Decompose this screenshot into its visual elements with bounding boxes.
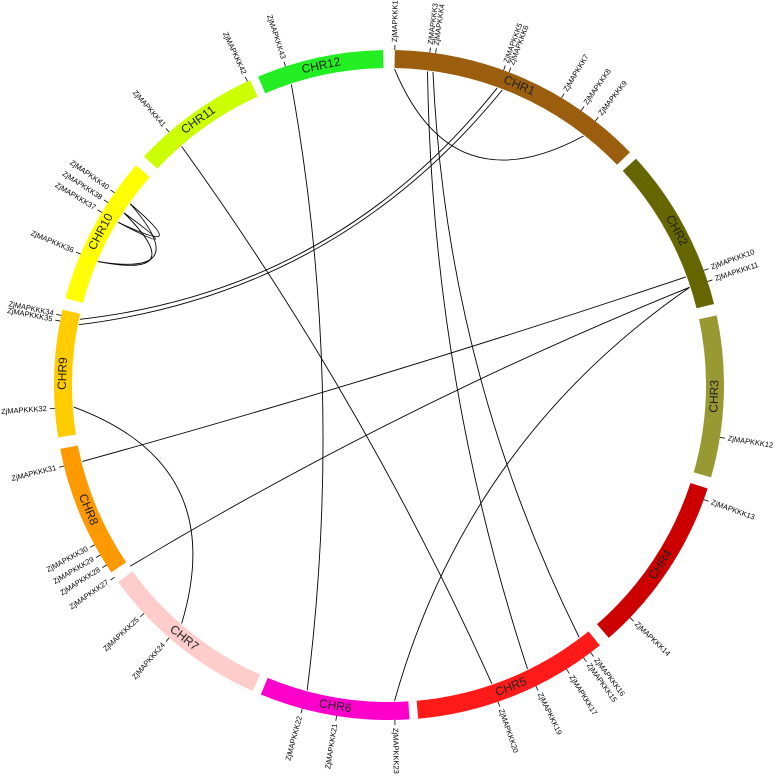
link [79, 87, 498, 320]
chromosome-arc [65, 165, 150, 303]
chromosome-arc [54, 309, 81, 438]
gene-tick [707, 279, 713, 282]
gene-tick [300, 708, 303, 714]
gene-tick [110, 189, 115, 194]
gene-tick [140, 613, 145, 618]
link [394, 286, 690, 702]
gene-tick [90, 544, 95, 548]
gene-label: ZjMAPKKK1 [390, 0, 400, 42]
link [432, 72, 580, 638]
link [73, 406, 194, 624]
gene-tick [429, 47, 431, 53]
links [73, 68, 690, 702]
gene-tick [103, 199, 109, 203]
gene-label: ZjMAPKKK14 [633, 620, 672, 658]
chromosome-arc [60, 445, 127, 573]
link [117, 203, 160, 237]
gene-tick [508, 67, 512, 73]
chromosome-label: CHR9 [55, 357, 70, 390]
chromosome-arc [143, 80, 258, 169]
chromosome-label: CHR3 [706, 379, 721, 412]
chromosome-arc [416, 631, 600, 719]
chromosome-arc [596, 482, 708, 638]
link [98, 203, 157, 265]
link [117, 212, 156, 240]
gene-label: ZjMAPKKK20 [497, 708, 520, 754]
gene-tick [55, 319, 61, 322]
gene-label: ZjMAPKKK19 [536, 691, 564, 736]
chromosome-label: CHR6 [318, 696, 353, 715]
gene-tick [561, 93, 565, 99]
gene-label: ZjMAPKKK24 [130, 641, 167, 682]
gene-tick [56, 313, 62, 316]
gene-tick [244, 76, 248, 82]
gene-label: ZjMAPKKK21 [323, 723, 339, 770]
gene-tick [583, 657, 587, 663]
gene-tick [719, 437, 725, 439]
gene-tick [59, 465, 65, 468]
link [129, 286, 690, 567]
gene-label: ZjMAPKKK12 [727, 434, 774, 450]
chromosome-arc [394, 50, 630, 165]
gene-label: ZjMAPKKK42 [221, 30, 249, 75]
gene-tick [703, 268, 709, 271]
gene-label: ZjMAPKKK22 [284, 715, 305, 762]
chromosome-arc [622, 158, 715, 309]
gene-tick [590, 652, 594, 657]
gene-label: ZjMAPKKK36 [29, 228, 75, 254]
gene-tick [703, 499, 709, 502]
gene-tick [110, 576, 115, 581]
gene-tick [435, 48, 437, 54]
link [290, 84, 324, 691]
gene-tick [580, 106, 585, 111]
gene-tick [497, 701, 501, 707]
gene-label: ZjMAPKKK41 [131, 88, 168, 129]
gene-tick [283, 61, 286, 67]
link [394, 68, 584, 161]
gene-tick [335, 715, 337, 721]
link [82, 276, 687, 462]
chromosome-arc [260, 677, 410, 721]
gene-tick [535, 685, 539, 691]
gene-tick [75, 251, 81, 255]
gene-tick [566, 668, 570, 674]
gene-label: ZjMAPKKK32 [1, 404, 47, 416]
chromosome-arc [258, 50, 384, 94]
gene-tick [594, 116, 599, 122]
gene-tick [503, 65, 506, 71]
gene-label: ZjMAPKKK23 [391, 728, 401, 774]
link [427, 71, 528, 670]
gene-tick [165, 128, 170, 133]
gene-tick [629, 617, 634, 622]
gene-tick [97, 209, 103, 213]
gene-tick [165, 637, 170, 642]
link [98, 212, 153, 266]
chromosome-arc [117, 571, 261, 692]
gene-tick [95, 554, 101, 558]
chromosome-arc [693, 315, 724, 478]
gene-tick [102, 564, 107, 569]
gene-label: ZjMAPKKK25 [101, 615, 141, 653]
gene-label: ZjMAPKKK43 [265, 14, 288, 60]
link [78, 89, 503, 326]
link [181, 146, 493, 684]
gene-label: ZjMAPKKK31 [10, 463, 57, 483]
ring: CHR1CHR2CHR3CHR4CHR5CHR6CHR7CHR8CHR9CHR1… [54, 50, 724, 721]
gene-label: ZjMAPKKK13 [710, 498, 756, 522]
gene-label: ZjMAPKKK7 [561, 53, 590, 93]
